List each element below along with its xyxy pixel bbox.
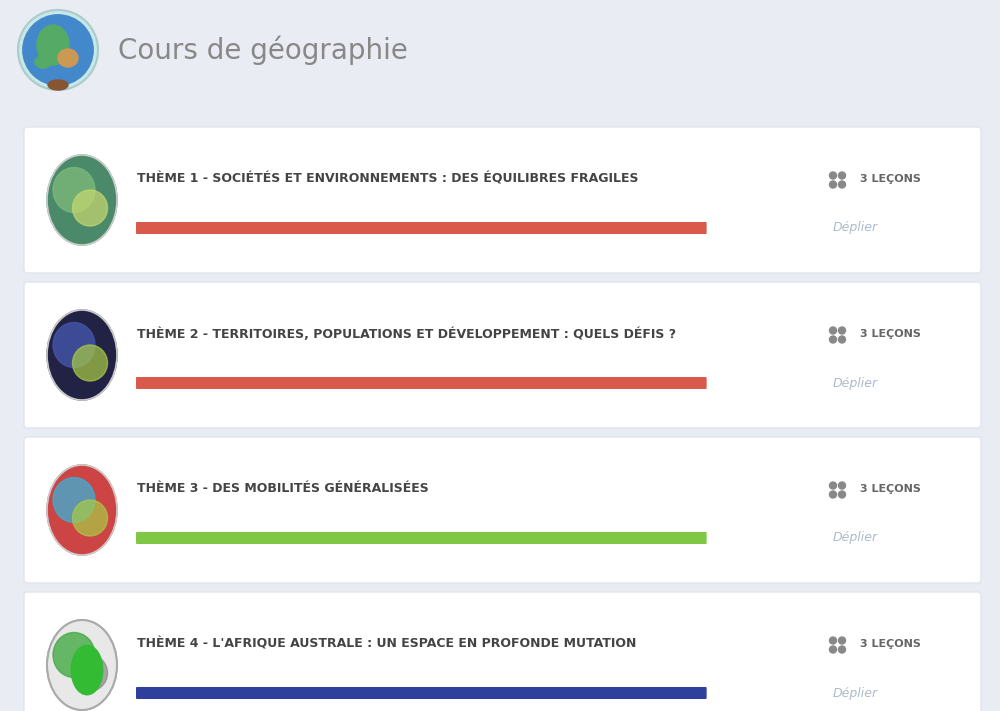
Circle shape xyxy=(838,491,846,498)
FancyBboxPatch shape xyxy=(24,282,981,428)
Circle shape xyxy=(838,181,846,188)
FancyBboxPatch shape xyxy=(24,127,981,273)
Text: Cours de géographie: Cours de géographie xyxy=(118,36,408,65)
Ellipse shape xyxy=(72,655,108,691)
Circle shape xyxy=(830,637,836,644)
Circle shape xyxy=(838,172,846,179)
Ellipse shape xyxy=(47,155,117,245)
Text: 3 LEÇONS: 3 LEÇONS xyxy=(860,639,921,649)
Circle shape xyxy=(23,15,93,85)
Text: Déplier: Déplier xyxy=(833,222,878,235)
FancyBboxPatch shape xyxy=(136,377,707,389)
Text: THÈME 4 - L'AFRIQUE AUSTRALE : UN ESPACE EN PROFONDE MUTATION: THÈME 4 - L'AFRIQUE AUSTRALE : UN ESPACE… xyxy=(137,638,636,651)
Text: THÈME 2 - TERRITOIRES, POPULATIONS ET DÉVELOPPEMENT : QUELS DÉFIS ?: THÈME 2 - TERRITOIRES, POPULATIONS ET DÉ… xyxy=(137,327,676,341)
Circle shape xyxy=(830,491,836,498)
Ellipse shape xyxy=(37,25,69,65)
Text: Déplier: Déplier xyxy=(833,377,878,390)
FancyBboxPatch shape xyxy=(24,592,981,711)
Ellipse shape xyxy=(53,633,95,678)
Text: Déplier: Déplier xyxy=(833,532,878,545)
Circle shape xyxy=(830,646,836,653)
Ellipse shape xyxy=(53,323,95,368)
Ellipse shape xyxy=(72,190,108,226)
Ellipse shape xyxy=(72,500,108,536)
Ellipse shape xyxy=(53,168,95,213)
FancyBboxPatch shape xyxy=(136,532,707,544)
Circle shape xyxy=(838,646,846,653)
Circle shape xyxy=(830,336,836,343)
Text: 3 LEÇONS: 3 LEÇONS xyxy=(860,174,921,184)
Text: 3 LEÇONS: 3 LEÇONS xyxy=(860,484,921,494)
Ellipse shape xyxy=(47,310,117,400)
Circle shape xyxy=(830,327,836,334)
Circle shape xyxy=(830,172,836,179)
Text: Déplier: Déplier xyxy=(833,687,878,700)
Text: 3 LEÇONS: 3 LEÇONS xyxy=(860,329,921,339)
Text: THÈME 3 - DES MOBILITÉS GÉNÉRALISÉES: THÈME 3 - DES MOBILITÉS GÉNÉRALISÉES xyxy=(137,483,429,496)
Ellipse shape xyxy=(58,49,78,67)
Text: THÈME 1 - SOCIÉTÉS ET ENVIRONNEMENTS : DES ÉQUILIBRES FRAGILES: THÈME 1 - SOCIÉTÉS ET ENVIRONNEMENTS : D… xyxy=(137,173,639,186)
FancyBboxPatch shape xyxy=(24,437,981,583)
Ellipse shape xyxy=(47,620,117,710)
Ellipse shape xyxy=(35,56,51,68)
Circle shape xyxy=(838,482,846,489)
Ellipse shape xyxy=(47,465,117,555)
Ellipse shape xyxy=(53,478,95,523)
Circle shape xyxy=(838,336,846,343)
Circle shape xyxy=(18,10,98,90)
Ellipse shape xyxy=(47,620,117,710)
FancyBboxPatch shape xyxy=(136,687,707,699)
Ellipse shape xyxy=(48,80,68,90)
Ellipse shape xyxy=(71,646,103,695)
Circle shape xyxy=(838,327,846,334)
Circle shape xyxy=(830,482,836,489)
FancyBboxPatch shape xyxy=(136,222,707,234)
Ellipse shape xyxy=(72,345,108,381)
Circle shape xyxy=(830,181,836,188)
Circle shape xyxy=(838,637,846,644)
